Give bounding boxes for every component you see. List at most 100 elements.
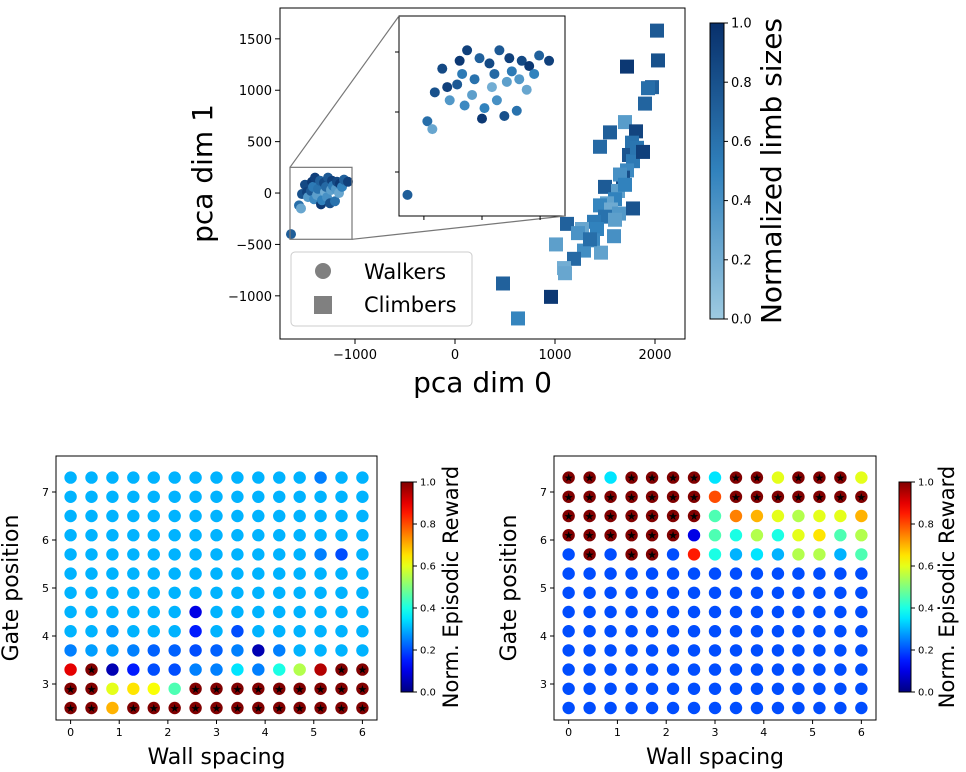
grid-point [792, 644, 805, 657]
colorbar-tick-label: 0.6 [731, 135, 752, 150]
grid-point [750, 605, 764, 619]
grid-point [771, 682, 785, 695]
grid-point [562, 586, 575, 599]
grid-point [771, 663, 785, 676]
grid-point [708, 701, 722, 715]
grid-point [189, 509, 202, 523]
grid-point [583, 509, 596, 523]
grid-point [625, 567, 638, 580]
grid-point [604, 682, 617, 695]
grid-point [168, 605, 181, 619]
grid-point [85, 663, 98, 676]
grid-point [189, 625, 202, 638]
grid-point [231, 529, 244, 542]
grid-point [813, 548, 826, 561]
star-marker: ★ [668, 529, 678, 542]
grid-point [792, 663, 805, 676]
star-marker: ★ [647, 529, 657, 542]
star-marker: ★ [170, 702, 180, 715]
star-marker: ★ [295, 702, 305, 715]
grid-point [252, 490, 265, 503]
grid-point [168, 663, 181, 676]
climber-point [560, 216, 574, 231]
grid-point [625, 682, 638, 695]
grid-point [189, 644, 202, 657]
star-marker: ★ [316, 683, 326, 696]
grid-point [792, 586, 805, 599]
star-marker: ★ [232, 683, 242, 696]
inset-walker-point [442, 82, 453, 93]
y-tick-label: 7 [540, 486, 547, 499]
grid-point [231, 605, 244, 619]
inset-walker-point [501, 76, 512, 87]
grid-point [189, 701, 202, 715]
x-tick-label: 3 [213, 726, 220, 739]
grid-point [645, 586, 659, 599]
inset-walker-point [462, 45, 473, 56]
grid-point [335, 567, 348, 580]
grid-point [729, 548, 743, 561]
grid-point [708, 529, 722, 542]
star-marker: ★ [212, 683, 222, 696]
grid-point [231, 625, 244, 638]
grid-point [168, 509, 181, 523]
grid-point [625, 701, 638, 715]
grid-point [106, 567, 119, 580]
star-marker: ★ [274, 702, 284, 715]
grid-point [645, 529, 659, 542]
grid-point [583, 529, 596, 542]
grid-point [356, 509, 369, 523]
grid-point [356, 682, 369, 695]
grid-point [127, 663, 140, 676]
colorbar-tick-label: 1.0 [731, 17, 752, 32]
grid-point [356, 567, 369, 580]
grid-point [273, 682, 286, 695]
inset-walker-point [459, 100, 470, 111]
grid-point [666, 567, 680, 580]
grid-point [210, 509, 223, 523]
climber-point [618, 115, 632, 130]
grid-point [85, 529, 98, 542]
colorbar-tick-label: 0.2 [420, 646, 436, 657]
grid-point [335, 682, 348, 695]
grid-point [645, 490, 659, 503]
grid-point [562, 529, 575, 542]
grid-point [625, 529, 638, 542]
grid-point [210, 644, 223, 657]
grid-point [666, 663, 680, 676]
grid-point [771, 586, 785, 599]
y-axis-label: Gate position [497, 515, 522, 662]
x-tick-label: 3 [712, 726, 719, 739]
star-marker: ★ [814, 491, 824, 504]
grid-point [252, 682, 265, 695]
colorbar-tick-label: 1.0 [420, 478, 436, 489]
grid-point [252, 509, 265, 523]
star-marker: ★ [668, 510, 678, 523]
colorbar [709, 22, 725, 320]
grid-point [687, 548, 701, 561]
inset-walker-point [402, 189, 413, 200]
grid-point [771, 567, 785, 580]
grid-point [189, 471, 202, 484]
grid-point [562, 644, 575, 657]
grid-point [147, 663, 160, 676]
climber-point [558, 266, 572, 281]
grid-point [583, 490, 596, 503]
grid-point [562, 471, 575, 484]
grid-point [813, 529, 826, 542]
grid-point [64, 644, 77, 657]
grid-point [64, 509, 77, 523]
grid-point [855, 471, 868, 484]
grid-point [273, 663, 286, 676]
grid-point [293, 605, 306, 619]
grid-point [273, 605, 286, 619]
grid-point [708, 567, 722, 580]
grid-point [147, 605, 160, 619]
star-marker: ★ [149, 702, 159, 715]
grid-point [85, 701, 98, 715]
grid-point [729, 644, 743, 657]
y-tick-label: −500 [236, 238, 272, 253]
x-tick-label: 2 [164, 726, 171, 739]
grid-point [750, 529, 764, 542]
grid-point [625, 586, 638, 599]
